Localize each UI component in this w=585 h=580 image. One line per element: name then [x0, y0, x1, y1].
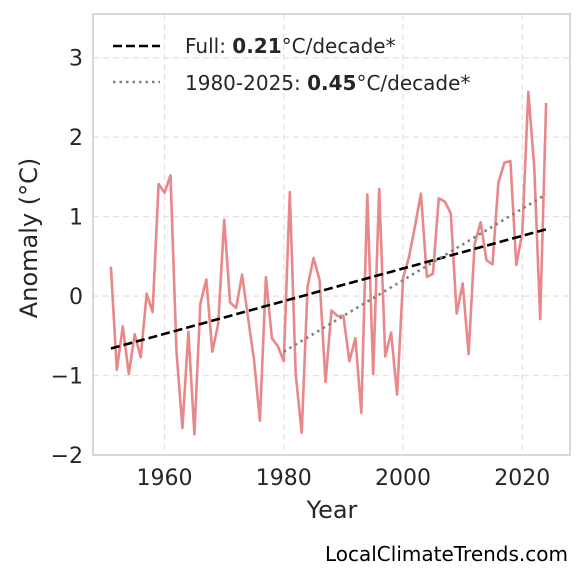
- plot-frame: [92, 13, 571, 456]
- x-tick-label: 1980: [256, 466, 312, 491]
- y-tick-labels: −2 −1 0 1 2 3: [51, 47, 83, 469]
- x-axis-label: Year: [306, 496, 358, 524]
- x-tick-label: 2000: [375, 466, 431, 491]
- legend-recent-suffix: °C/decade*: [356, 71, 470, 95]
- series-line-dashed: [110, 228, 547, 350]
- x-tick-labels: 1960 1980 2000 2020: [137, 466, 551, 491]
- legend-full-value: 0.21: [232, 34, 281, 58]
- legend-full-label: Full: 0.21°C/decade*: [185, 34, 396, 58]
- legend-full-prefix: Full:: [185, 34, 232, 58]
- y-axis-label: Anomaly (°C): [15, 158, 43, 318]
- y-tick-label: 1: [69, 206, 83, 231]
- watermark-text: LocalClimateTrends.com: [325, 542, 568, 566]
- series-layer: [109, 90, 548, 436]
- legend-full-suffix: °C/decade*: [282, 34, 396, 58]
- legend-recent-label: 1980-2025: 0.45°C/decade*: [185, 71, 470, 95]
- legend: Full: 0.21°C/decade* 1980-2025: 0.45°C/d…: [113, 34, 470, 95]
- y-tick-label: −1: [51, 365, 83, 390]
- series-line-dotted: [283, 193, 547, 353]
- legend-recent-prefix: 1980-2025:: [185, 71, 307, 95]
- x-tick-label: 2020: [494, 466, 550, 491]
- x-tick-label: 1960: [137, 466, 193, 491]
- legend-recent-value: 0.45: [307, 71, 356, 95]
- y-tick-label: 2: [69, 126, 83, 151]
- y-tick-label: −2: [51, 444, 83, 469]
- y-tick-label: 3: [69, 47, 83, 72]
- series-line-solid: [109, 90, 548, 436]
- y-tick-label: 0: [69, 285, 83, 310]
